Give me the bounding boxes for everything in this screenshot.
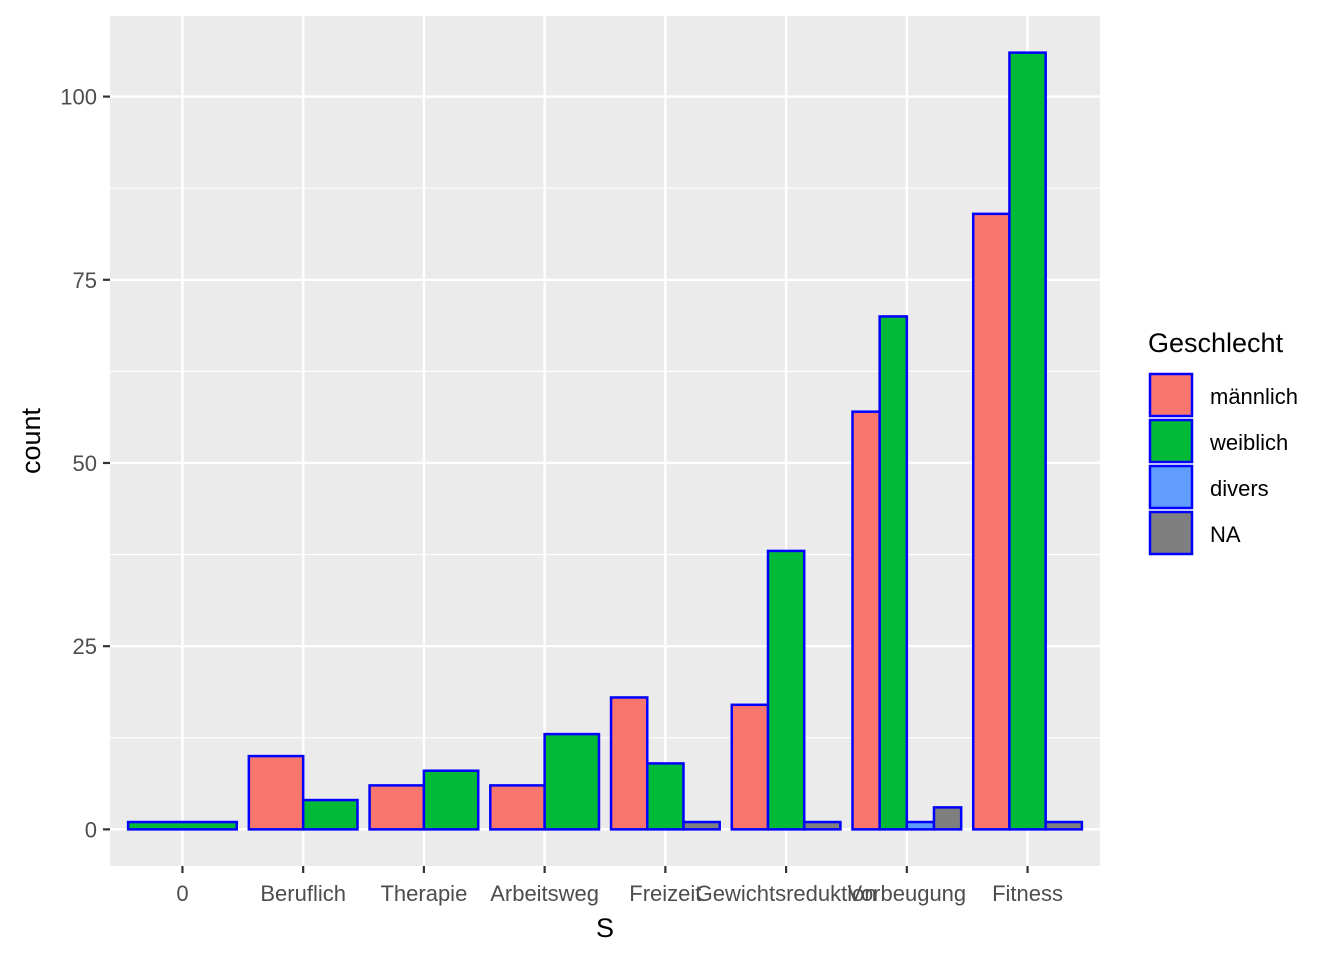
bar-Vorbeugung-NA (932, 806, 963, 831)
legend-label: männlich (1210, 384, 1298, 409)
bar-Therapie-männlich (368, 784, 426, 831)
bar-Arbeitsweg-weiblich (543, 732, 601, 831)
x-tick-label: Vorbeugung (847, 881, 966, 906)
bar-Fitness-weiblich (1008, 51, 1047, 831)
bar-Fitness-NA (1044, 820, 1084, 831)
y-tick-label: 75 (73, 268, 97, 293)
bar-Fitness-männlich (971, 212, 1011, 831)
bar-Beruflich-männlich (247, 754, 305, 831)
y-axis: 0 25 50 75 100 (60, 85, 110, 842)
x-tick-label: Beruflich (260, 881, 346, 906)
y-axis-title: count (16, 407, 46, 474)
bar-Arbeitsweg-männlich (489, 784, 546, 831)
legend-key-NA (1148, 510, 1194, 556)
legend-label: divers (1210, 476, 1269, 501)
x-tick-label: 0 (176, 881, 188, 906)
minor-gridlines (110, 187, 1100, 739)
x-axis: 0 Beruflich Therapie Arbeitsweg FreizeitGewi… (176, 866, 1063, 906)
plot-panel (110, 16, 1100, 866)
bar-Gewichtsreduktion-weiblich (766, 549, 806, 831)
bar-0-weiblich (126, 820, 239, 831)
legend-key-weiblich (1148, 418, 1194, 464)
legend-key-männlich (1148, 372, 1194, 418)
legend-key-divers (1148, 464, 1194, 510)
y-tick-label: 50 (73, 451, 97, 476)
legend: Geschlecht männlich weiblich divers NA (1148, 328, 1298, 556)
y-tick-label: 0 (85, 817, 97, 842)
bar-Gewichtsreduktion-NA (802, 820, 842, 831)
bar-Vorbeugung-männlich (851, 410, 881, 831)
bar-Gewichtsreduktion-männlich (730, 703, 770, 831)
y-tick-label: 100 (60, 85, 97, 110)
bar-Freizeit-weiblich (646, 762, 685, 831)
legend-title: Geschlecht (1148, 328, 1284, 358)
bar-Freizeit-NA (682, 820, 721, 831)
x-axis-title: S (596, 913, 614, 943)
x-tick-label: Arbeitsweg (490, 881, 599, 906)
x-tick-label: Therapie (380, 881, 467, 906)
bar-Vorbeugung-divers (905, 820, 936, 831)
bar-Therapie-weiblich (422, 769, 480, 831)
x-tick-label: Freizeit (629, 881, 701, 906)
legend-label: weiblich (1209, 430, 1288, 455)
x-tick-label: Fitness (992, 881, 1063, 906)
bars (126, 51, 1084, 831)
legend-label: NA (1210, 522, 1241, 547)
bar-Beruflich-weiblich (301, 798, 359, 831)
x-tick-label: Gewichtsreduktion (696, 881, 877, 906)
bar-Vorbeugung-weiblich (878, 315, 909, 831)
bar-Freizeit-männlich (609, 696, 649, 831)
y-tick-label: 25 (73, 634, 97, 659)
